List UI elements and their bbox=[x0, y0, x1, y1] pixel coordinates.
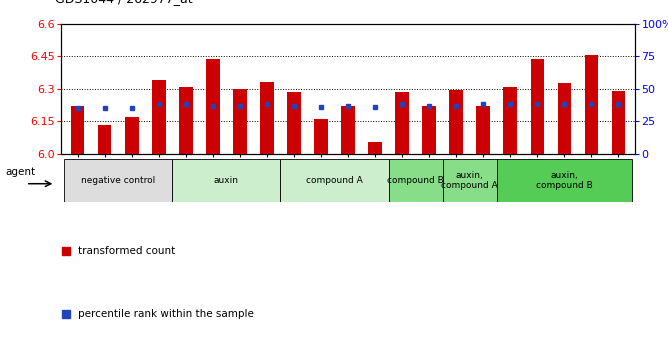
Bar bbox=[443, 159, 497, 202]
Bar bbox=[504, 87, 517, 154]
Bar bbox=[395, 92, 409, 154]
Bar bbox=[71, 106, 84, 154]
Bar bbox=[612, 91, 625, 154]
Bar bbox=[497, 159, 632, 202]
Bar bbox=[368, 142, 382, 154]
Text: compound A: compound A bbox=[306, 176, 363, 185]
Text: auxin,
compound B: auxin, compound B bbox=[536, 170, 593, 190]
Bar bbox=[389, 159, 443, 202]
Bar bbox=[287, 92, 301, 154]
Bar bbox=[584, 56, 598, 154]
Bar bbox=[64, 159, 172, 202]
Bar bbox=[206, 59, 220, 154]
Bar bbox=[314, 119, 328, 154]
Bar bbox=[152, 80, 166, 154]
Text: negative control: negative control bbox=[81, 176, 156, 185]
Text: percentile rank within the sample: percentile rank within the sample bbox=[78, 309, 254, 319]
Text: auxin,
compound A: auxin, compound A bbox=[442, 170, 498, 190]
Bar bbox=[422, 106, 436, 154]
Bar bbox=[450, 90, 463, 154]
Bar bbox=[125, 117, 138, 154]
Text: agent: agent bbox=[5, 167, 35, 177]
Bar bbox=[179, 87, 192, 154]
Text: compound B: compound B bbox=[387, 176, 444, 185]
Bar bbox=[558, 83, 571, 154]
Bar bbox=[530, 59, 544, 154]
Text: GDS1044 / 262977_at: GDS1044 / 262977_at bbox=[55, 0, 192, 5]
Text: auxin: auxin bbox=[214, 176, 239, 185]
Bar bbox=[476, 106, 490, 154]
Bar bbox=[260, 82, 274, 154]
Bar bbox=[281, 159, 389, 202]
Text: transformed count: transformed count bbox=[78, 246, 175, 256]
Bar bbox=[233, 89, 246, 154]
Bar bbox=[98, 126, 112, 154]
Bar bbox=[172, 159, 281, 202]
Bar bbox=[341, 106, 355, 154]
